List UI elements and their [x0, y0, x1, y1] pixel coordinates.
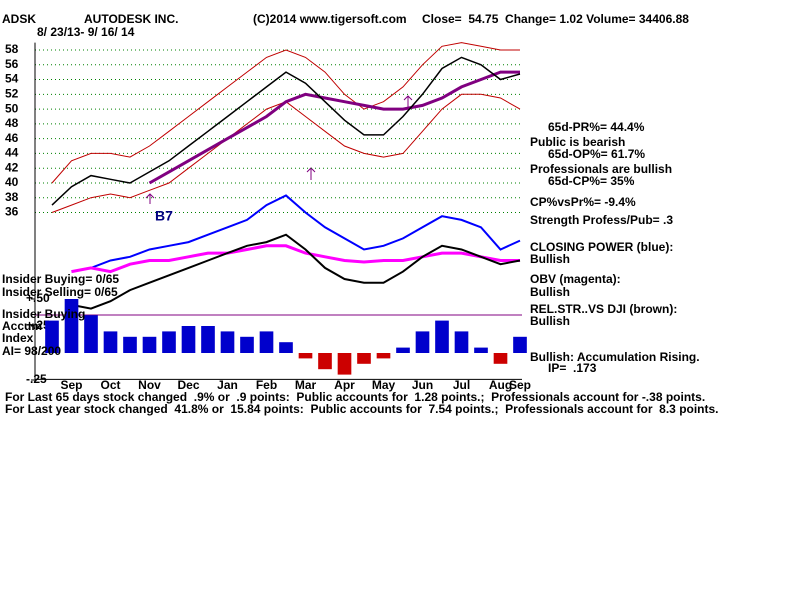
y-tick-label: 48 — [5, 116, 19, 130]
accumulation-bar — [84, 315, 98, 353]
copyright: (C)2014 www.tigersoft.com — [253, 12, 407, 26]
right-note: 65d-OP%= 61.7% — [548, 147, 645, 161]
right-note: CLOSING POWER (blue): — [530, 240, 673, 254]
y-tick-label: 42 — [5, 160, 19, 174]
company: AUTODESK INC. — [84, 12, 178, 26]
footer-line: For Last year stock changed 41.8% or 15.… — [5, 402, 719, 416]
accumulation-bar — [454, 331, 469, 353]
accumulation-bar — [337, 353, 352, 375]
y2-tick-label: +.50 — [26, 291, 50, 305]
y-tick-label: 40 — [5, 175, 19, 189]
accumulation-bar — [240, 336, 254, 353]
y2-tick-label: +.25 — [26, 318, 50, 332]
accumulation-bar — [435, 320, 449, 353]
right-note: 65d-PR%= 44.4% — [548, 120, 645, 134]
accumulation-bar — [474, 347, 488, 353]
y-tick-label: 54 — [5, 72, 19, 86]
date-range: 8/ 23/13- 9/ 16/ 14 — [37, 25, 135, 39]
annotation: B7 — [155, 208, 173, 224]
x-tick-label: Aug — [489, 378, 512, 392]
series-line — [148, 70, 520, 185]
series-line — [71, 194, 521, 273]
y-tick-label: 58 — [5, 42, 19, 56]
series-line — [71, 244, 520, 274]
left-note: Index — [2, 331, 34, 345]
x-tick-label: Oct — [100, 378, 120, 392]
accumulation-bar — [298, 353, 313, 359]
accumulation-bar — [513, 336, 527, 353]
accumulation-bar — [142, 336, 157, 353]
x-tick-label: Sep — [60, 378, 82, 392]
y-tick-label: 52 — [5, 86, 19, 100]
accumulation-bar — [103, 331, 118, 353]
accumulation-bar — [357, 353, 371, 364]
left-note: Insider Buying= 0/65 — [2, 272, 119, 286]
accumulation-bar — [162, 331, 176, 353]
series-line — [71, 233, 521, 310]
right-note: 65d-CP%= 35% — [548, 174, 635, 188]
x-tick-label: Jun — [412, 378, 433, 392]
y-tick-label: 36 — [5, 205, 19, 219]
right-note: CP%vsPr%= -9.4% — [530, 195, 636, 209]
accumulation-bar — [45, 320, 59, 353]
y-tick-label: 50 — [5, 101, 19, 115]
left-note: Insider Selling= 0/65 — [2, 285, 118, 299]
left-note: Accum — [2, 319, 42, 333]
series-line — [51, 56, 521, 206]
x-tick-label: May — [372, 378, 396, 392]
x-tick-label: Feb — [256, 378, 277, 392]
x-tick-label: Dec — [177, 378, 199, 392]
right-note: Bullish — [530, 285, 570, 299]
right-note: Bullish — [530, 252, 570, 266]
right-note: Strength Profess/Pub= .3 — [530, 213, 673, 227]
accumulation-bar — [396, 347, 410, 353]
right-note: Bullish: Accumulation Rising. — [530, 350, 700, 364]
accumulation-bar — [220, 331, 235, 353]
accumulation-bar — [493, 353, 508, 364]
x-tick-label: Jul — [453, 378, 470, 392]
accumulation-bar — [259, 331, 274, 353]
right-note: Bullish — [530, 314, 570, 328]
y-tick-label: 46 — [5, 131, 19, 145]
x-tick-label: Nov — [138, 378, 161, 392]
right-note: OBV (magenta): — [530, 272, 621, 286]
right-note: REL.STR..VS DJI (brown): — [530, 302, 677, 316]
accumulation-bar — [201, 326, 215, 353]
accumulation-bar — [279, 342, 293, 353]
accumulation-bar — [64, 299, 79, 353]
x-tick-label: Jan — [217, 378, 238, 392]
x-tick-label: Mar — [295, 378, 317, 392]
quote: Close= 54.75 Change= 1.02 Volume= 34406.… — [422, 12, 689, 26]
right-note: Professionals are bullish — [530, 162, 672, 176]
left-note: Insider Buying — [2, 307, 85, 321]
series-line — [51, 42, 520, 184]
footer-line: For Last 65 days stock changed .9% or .9… — [5, 390, 705, 404]
accumulation-bar — [376, 353, 391, 359]
x-tick-label: Apr — [334, 378, 355, 392]
right-note: IP= .173 — [548, 361, 597, 375]
accumulation-bar — [318, 353, 332, 370]
y-tick-label: 56 — [5, 57, 19, 71]
accumulation-bar — [123, 336, 137, 353]
accumulation-bar — [415, 331, 430, 353]
left-note: AI= 98/200 — [2, 344, 61, 358]
y-tick-label: 44 — [5, 146, 19, 160]
accumulation-bar — [181, 326, 196, 353]
ticker: ADSK — [2, 12, 36, 26]
right-note: Public is bearish — [530, 135, 625, 149]
y-tick-label: 38 — [5, 190, 19, 204]
x-tick-label: Sep — [509, 378, 531, 392]
